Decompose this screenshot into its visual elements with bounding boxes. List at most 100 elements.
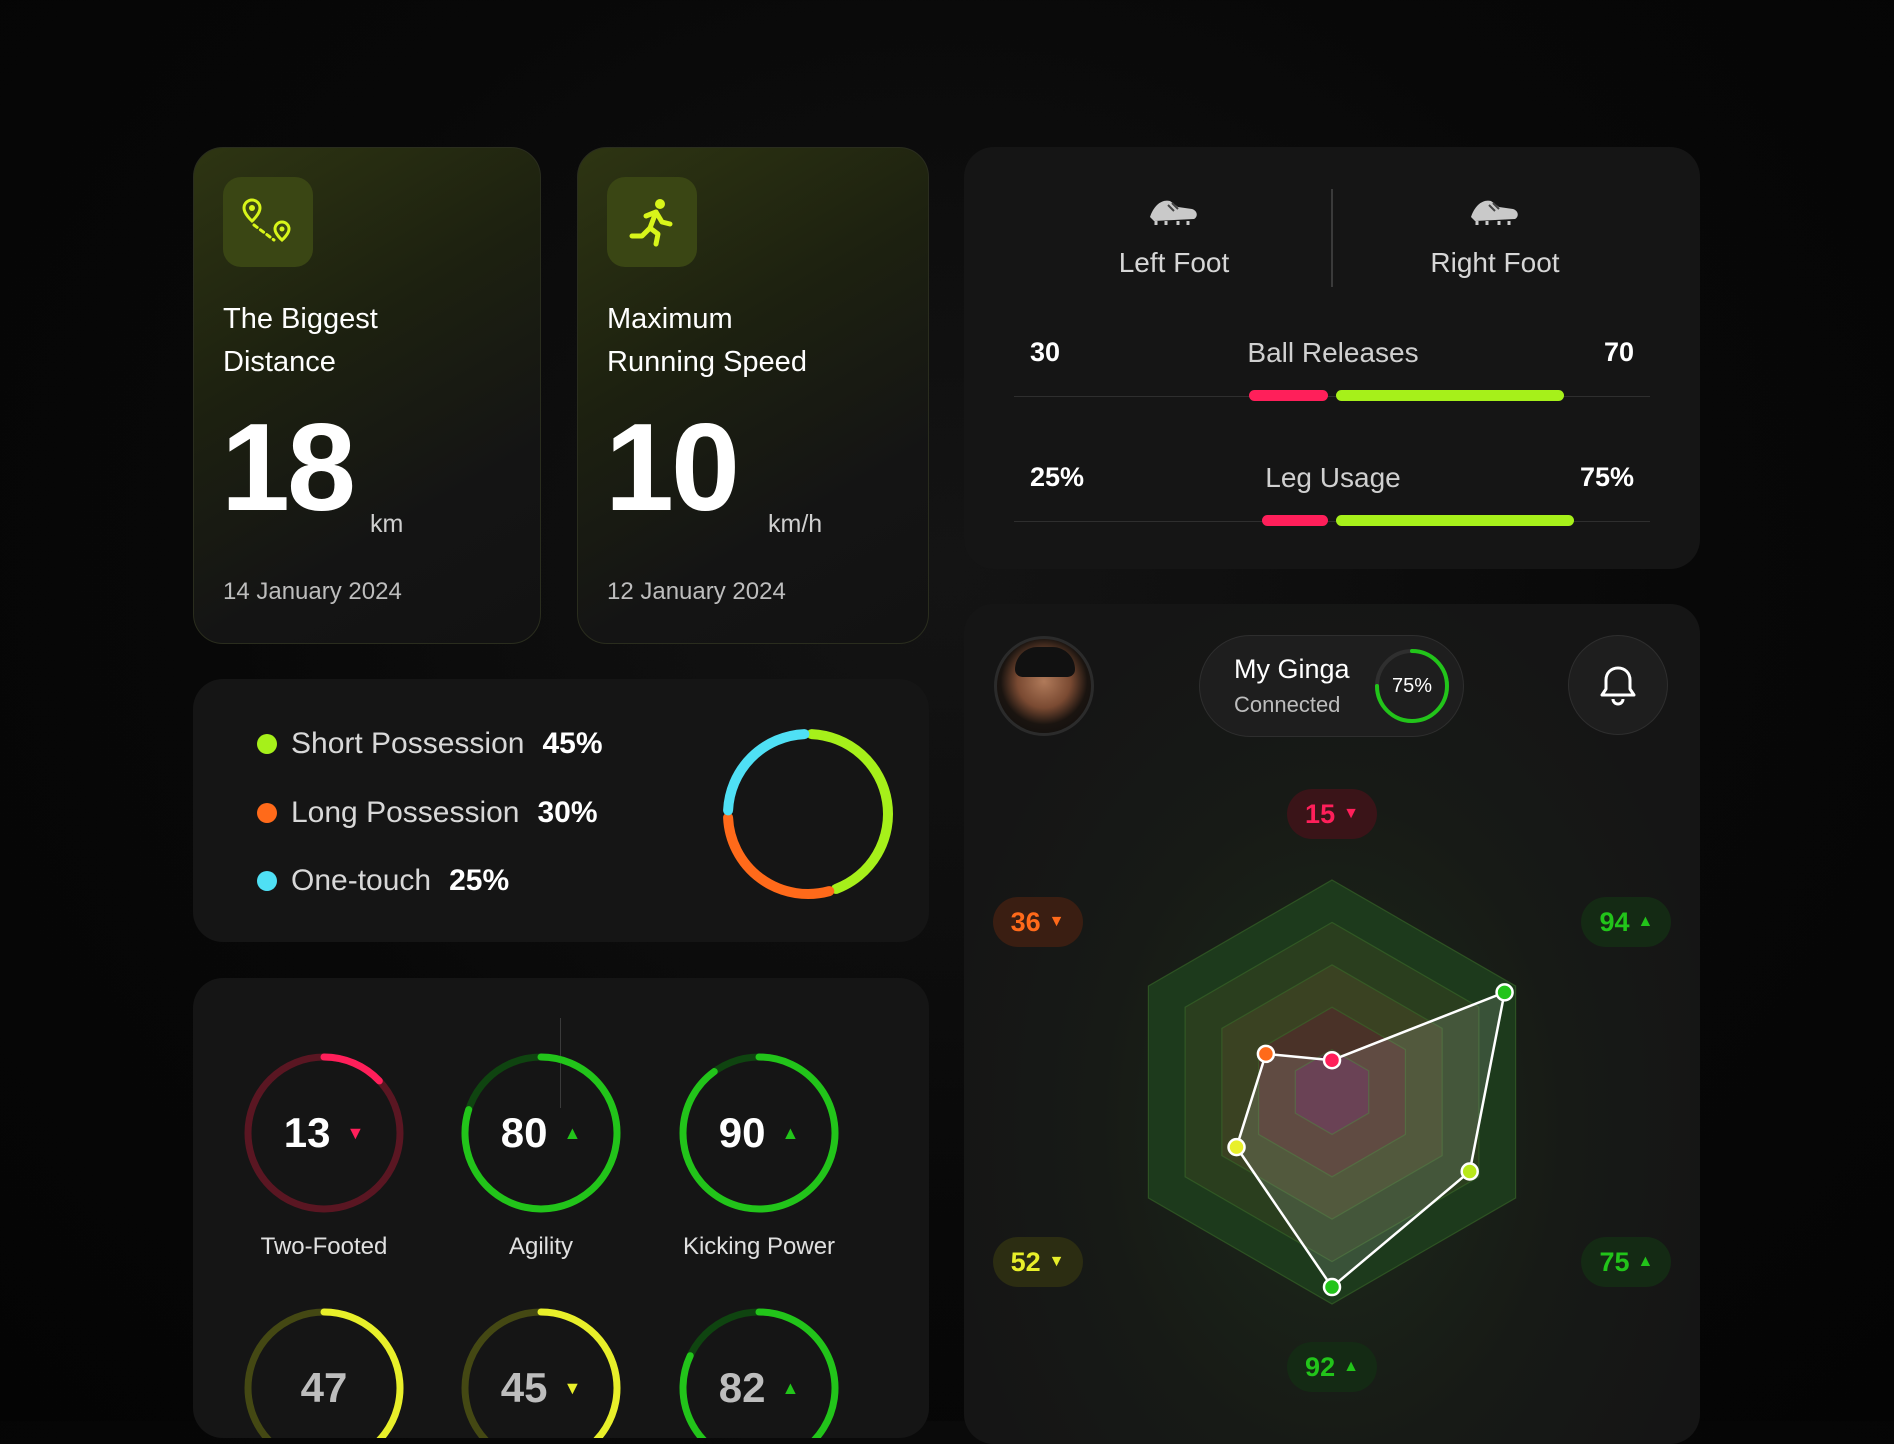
gauge-value: 90 ▲ [674, 1048, 844, 1218]
gauge-fill [320, 1053, 383, 1085]
divider-line [1014, 396, 1650, 397]
donut-segment [806, 729, 893, 894]
legend-value: 25% [449, 864, 510, 897]
donut-segment [723, 812, 835, 899]
radar-point[interactable] [1460, 1162, 1479, 1181]
legend-label: One-touch [291, 864, 432, 897]
avatar[interactable] [994, 636, 1094, 736]
radar-value-pill: 94 ▲ [1581, 897, 1672, 947]
stat-value: 10 [605, 399, 740, 537]
ball-releases-left: 30 [1030, 337, 1061, 367]
stat-date: 14 January 2024 [223, 578, 402, 605]
stat-value: 18 [221, 399, 356, 537]
divider-line [1014, 521, 1650, 522]
skill-gauge[interactable]: 80 ▲ [456, 1048, 626, 1218]
left-foot-label: Left Foot [1118, 247, 1230, 278]
running-person-icon [607, 177, 697, 267]
leg-usage-right-bar [1336, 515, 1574, 526]
gauge-ring [244, 1053, 404, 1213]
skills-radar-chart [1147, 879, 1517, 1305]
gauge-ring [679, 1053, 839, 1213]
foot-divider [1331, 189, 1333, 287]
gauge-number: 82 [718, 1364, 766, 1411]
possession-card: Short Possession 45% Long Possession 30%… [193, 679, 929, 942]
ginga-progress-label: 75% [1391, 674, 1433, 697]
trend-down-icon: ▼ [563, 1377, 582, 1398]
radar-value-pill: 92 ▲ [1287, 1342, 1377, 1392]
leg-usage-left: 25% [1030, 462, 1085, 492]
gauge-value: 45 ▼ [456, 1303, 626, 1438]
avatar-hair [1015, 647, 1075, 677]
trend-down-icon: ▼ [1343, 805, 1359, 822]
legend-label: Long Possession [291, 796, 520, 829]
gauge-number: 90 [718, 1109, 766, 1156]
radar-value: 36 [1010, 906, 1041, 937]
right-foot-label: Right Foot [1430, 247, 1560, 278]
radar-point[interactable] [1495, 983, 1514, 1002]
gauge-fill [679, 1308, 839, 1438]
boot-icon [1471, 200, 1518, 225]
gauge-value: 80 ▲ [456, 1048, 626, 1218]
radar-value: 94 [1599, 906, 1630, 937]
skill-gauge[interactable]: 47 [239, 1303, 409, 1438]
ginga-progress-ring [1375, 649, 1449, 723]
legend-item: Long Possession 30% [257, 796, 598, 830]
ball-releases-left-bar [1249, 390, 1328, 401]
gauge-value: 47 [239, 1303, 409, 1438]
legend-label: Short Possession [291, 727, 525, 760]
legend-dot [257, 871, 277, 891]
trend-up-icon: ▲ [563, 1122, 582, 1143]
gauge-number: 13 [283, 1109, 331, 1156]
gauge-fill [679, 1053, 839, 1213]
gauge-label: Two-Footed [260, 1233, 388, 1260]
ring-fill [1375, 649, 1449, 723]
route-pin-icon [223, 177, 313, 267]
stat-title: Maximum Running Speed [607, 303, 807, 378]
radar-value: 52 [1010, 1246, 1041, 1277]
ball-releases-right-bar [1336, 390, 1564, 401]
trend-up-icon: ▲ [1343, 1358, 1359, 1375]
gauge-label: Agility [508, 1233, 574, 1260]
skill-gauge[interactable]: 45 ▼ [456, 1303, 626, 1438]
possession-donut-chart [723, 729, 893, 899]
ginga-status: Connected [1234, 692, 1341, 717]
notification-button[interactable] [1568, 635, 1668, 735]
max-running-speed-card[interactable]: Maximum Running Speed 10 km/h 12 January … [577, 147, 929, 644]
stat-title: The Biggest Distance [223, 303, 378, 378]
legend-item: One-touch 25% [257, 864, 509, 898]
skill-gauge[interactable]: 82 ▲ [674, 1303, 844, 1438]
radar-ring [1294, 1048, 1370, 1136]
radar-point[interactable] [1322, 1277, 1342, 1297]
gauge-number: 80 [500, 1109, 548, 1156]
trend-up-icon: ▲ [1637, 1253, 1654, 1270]
boot-icon [1150, 200, 1197, 225]
gauge-label: Kicking Power [682, 1233, 836, 1260]
radar-point[interactable] [1256, 1044, 1276, 1064]
ginga-status-pill[interactable]: My Ginga Connected 75% [1199, 635, 1464, 737]
radar-value-pill: 15 ▼ [1287, 789, 1377, 839]
gauge-number: 45 [500, 1364, 548, 1411]
gauge-fill [537, 1308, 621, 1438]
stat-date: 12 January 2024 [607, 578, 786, 605]
gauge-number: 47 [300, 1364, 348, 1411]
radar-value-pill: 75 ▲ [1581, 1237, 1672, 1287]
gauge-fill [320, 1308, 404, 1438]
radar-value: 92 [1305, 1351, 1336, 1382]
radar-point[interactable] [1227, 1137, 1246, 1157]
radar-value-pill: 36 ▼ [992, 897, 1083, 947]
gauge-fill [461, 1053, 621, 1213]
radar-value: 15 [1305, 798, 1336, 829]
skill-gauge[interactable]: 13 ▼ [239, 1048, 409, 1218]
gauge-ring [679, 1308, 839, 1438]
radar-value-pill: 52 ▼ [992, 1237, 1083, 1287]
skill-gauge[interactable]: 90 ▲ [674, 1048, 844, 1218]
legend-dot [257, 734, 277, 754]
trend-up-icon: ▲ [1637, 913, 1654, 930]
skills-card: 13 ▼ Two-Footed 80 ▲ Agility 90 ▲ Kicking Power 4… [193, 978, 929, 1438]
biggest-distance-card[interactable]: The Biggest Distance 18 km 14 January 202… [193, 147, 541, 644]
legend-dot [257, 803, 277, 823]
ball-releases-label: Ball Releases [1247, 337, 1419, 368]
trend-down-icon: ▼ [1048, 913, 1065, 930]
stat-unit: km/h [768, 510, 823, 538]
radar-point[interactable] [1322, 1050, 1342, 1070]
